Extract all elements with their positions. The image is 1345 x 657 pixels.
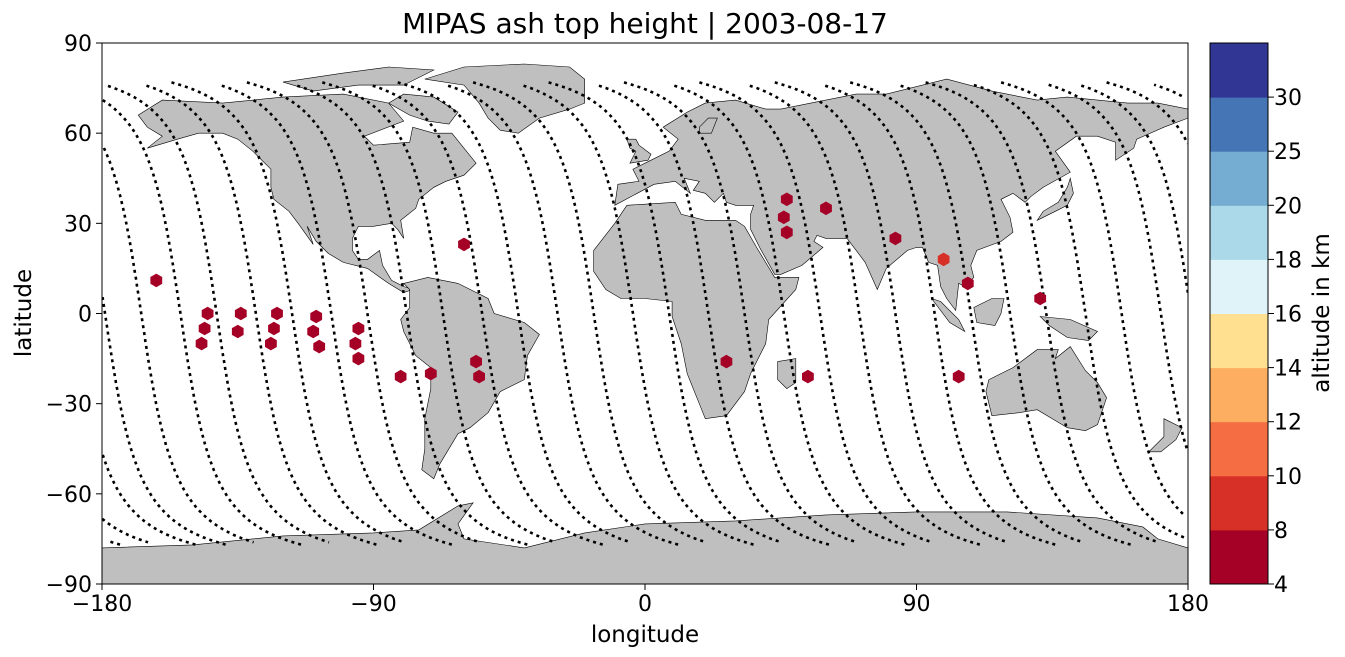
- colorbar-segment-8: [1210, 97, 1268, 152]
- ash-detection-point-16: [424, 366, 437, 381]
- colorbar: 4 8 10 12 14 16 18 20 25 30: [1209, 42, 1302, 598]
- ash-detection-point-8: [265, 336, 277, 351]
- ash-detection-point-22: [777, 210, 790, 225]
- y-tick-label-0: 90: [64, 32, 92, 57]
- orbit-track-descending-0: [102, 81, 1188, 544]
- chart-title: MIPAS ash top height | 2003-08-17: [402, 7, 888, 40]
- land-scandinavia-gulf: [699, 117, 718, 134]
- colorbar-tick-label-8: 25: [1274, 140, 1302, 165]
- land-madagascar: [777, 358, 797, 389]
- y-axis-ticks: 90 60 30 0 −30 −60 −90: [46, 32, 102, 598]
- ash-detection-point-25: [802, 369, 814, 384]
- ash-detection-point-11: [313, 339, 326, 354]
- ash-detection-point-10: [307, 324, 320, 339]
- ash-detection-point-15: [394, 369, 407, 384]
- ash-detection-point-27: [937, 252, 950, 267]
- orbit-track-ascending-1: [102, 83, 1183, 546]
- ash-detection-point-18: [470, 354, 482, 369]
- colorbar-label: altitude in km: [1309, 233, 1335, 393]
- colorbar-tick-label-9: 30: [1274, 86, 1302, 111]
- orbit-tracks: [102, 81, 1188, 546]
- ash-detection-point-17: [458, 237, 470, 252]
- x-axis-ticks: −180 −90 0 90 180: [72, 584, 1209, 617]
- colorbar-segment-2: [1210, 421, 1268, 477]
- ash-detection-point-24: [820, 201, 832, 216]
- land-masses: [102, 63, 1188, 584]
- ash-detection-point-30: [1034, 291, 1047, 306]
- ash-detection-point-0: [150, 273, 163, 288]
- ash-detection-point-1: [201, 306, 214, 321]
- colorbar-tick-label-2: 10: [1274, 465, 1302, 490]
- land-australia: [985, 346, 1107, 432]
- x-tick-label-3: 90: [903, 592, 931, 617]
- y-tick-label-3: 0: [78, 303, 92, 328]
- ash-detection-point-21: [780, 192, 793, 207]
- ash-detection-point-14: [352, 351, 365, 366]
- colorbar-tick-label-7: 20: [1274, 194, 1302, 219]
- orbit-track-ascending-14: [102, 83, 1188, 546]
- land-south-america: [400, 277, 540, 480]
- ash-detection-point-5: [231, 324, 244, 339]
- colorbar-segment-9: [1210, 43, 1268, 98]
- land-eurasia: [614, 78, 1188, 312]
- ash-detection-point-12: [352, 321, 365, 336]
- x-axis-label: longitude: [591, 622, 699, 648]
- colorbar-segment-7: [1210, 151, 1268, 206]
- y-tick-label-6: −90: [46, 573, 92, 598]
- colorbar-segment-0: [1210, 529, 1268, 585]
- ash-detection-point-9: [310, 309, 323, 324]
- orbit-track-ascending-13: [107, 83, 1185, 546]
- colorbar-tick-label-6: 18: [1274, 248, 1302, 273]
- colorbar-segment-4: [1210, 313, 1268, 369]
- y-tick-label-5: −60: [46, 483, 92, 508]
- colorbar-tick-label-1: 8: [1274, 519, 1288, 544]
- x-tick-label-0: −180: [72, 592, 132, 617]
- ash-detection-point-3: [195, 336, 208, 351]
- y-axis-label: latitude: [11, 269, 37, 357]
- land-borneo: [973, 298, 1005, 326]
- y-tick-label-2: 30: [64, 212, 92, 237]
- land-sumatra: [930, 297, 966, 333]
- land-arctic-islands: [282, 66, 435, 92]
- ash-detection-point-6: [271, 306, 283, 321]
- land-greenland: [424, 63, 585, 134]
- colorbar-tick-label-4: 14: [1274, 357, 1302, 382]
- land-antarctica: [102, 502, 1188, 584]
- orbit-track-descending-13: [102, 81, 1185, 544]
- x-tick-label-1: −90: [350, 592, 396, 617]
- ash-detection-point-28: [961, 276, 974, 291]
- colorbar-segment-5: [1210, 259, 1268, 314]
- ash-detection-point-19: [473, 369, 485, 384]
- colorbar-tick-label-3: 12: [1274, 411, 1302, 436]
- ash-detection-point-7: [268, 321, 280, 336]
- ash-detection-point-2: [198, 321, 211, 336]
- y-tick-label-4: −30: [46, 393, 92, 418]
- land-japan: [1036, 177, 1074, 222]
- land-africa: [593, 201, 800, 420]
- ash-detections: [150, 192, 1047, 384]
- ash-detection-point-26: [889, 231, 902, 246]
- colorbar-segment-3: [1210, 367, 1268, 423]
- ash-detection-point-29: [952, 369, 965, 384]
- colorbar-segment-1: [1210, 475, 1268, 531]
- land-new-guinea: [1039, 316, 1099, 341]
- ash-detection-point-23: [780, 225, 793, 240]
- y-tick-label-1: 60: [64, 122, 92, 147]
- ash-detection-point-4: [234, 306, 247, 321]
- orbit-track-descending-1: [107, 84, 330, 544]
- ash-detection-point-13: [349, 336, 362, 351]
- colorbar-tick-label-5: 16: [1274, 303, 1302, 328]
- orbit-track-ascending-0: [102, 83, 1188, 546]
- x-tick-label-4: 180: [1167, 592, 1209, 617]
- x-tick-label-2: 0: [638, 592, 652, 617]
- colorbar-tick-label-0: 4: [1274, 573, 1288, 598]
- colorbar-segment-6: [1210, 205, 1268, 260]
- plot-area: [102, 43, 1188, 584]
- ash-detection-point-20: [720, 354, 733, 369]
